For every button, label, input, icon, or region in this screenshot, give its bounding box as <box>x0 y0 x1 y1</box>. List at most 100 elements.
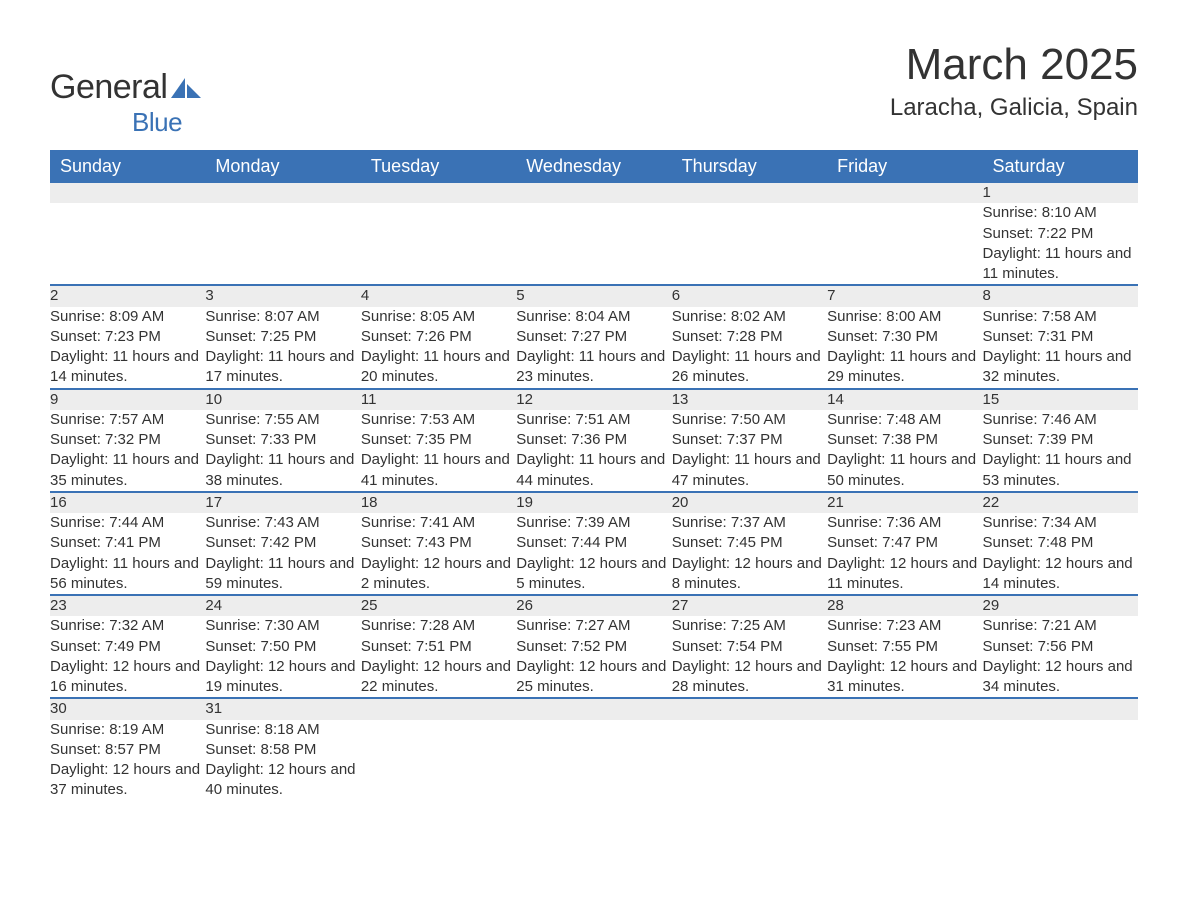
day-number-cell: 8 <box>983 285 1138 306</box>
sunrise-line: Sunrise: 7:41 AM <box>361 513 516 533</box>
daylight-line: Daylight: 12 hours and 2 minutes. <box>361 554 516 595</box>
sunset-line: Sunset: 7:45 PM <box>672 533 827 553</box>
sunset-line: Sunset: 7:42 PM <box>205 533 360 553</box>
day-detail-cell: Sunrise: 7:50 AMSunset: 7:37 PMDaylight:… <box>672 410 827 492</box>
daylight-line: Daylight: 12 hours and 40 minutes. <box>205 760 360 801</box>
day-number-cell: 28 <box>827 595 982 616</box>
brand-word-blue: Blue <box>132 107 201 138</box>
day-detail-cell: Sunrise: 8:18 AMSunset: 8:58 PMDaylight:… <box>205 720 360 801</box>
day-detail-cell <box>516 203 671 285</box>
day-number-cell: 5 <box>516 285 671 306</box>
day-number-cell <box>205 183 360 203</box>
daynum-row: 1 <box>50 183 1138 203</box>
brand-logo: General Blue <box>50 68 201 138</box>
sunrise-line: Sunrise: 8:19 AM <box>50 720 205 740</box>
day-detail-cell <box>672 203 827 285</box>
sunrise-line: Sunrise: 7:21 AM <box>983 616 1138 636</box>
day-detail-cell: Sunrise: 7:39 AMSunset: 7:44 PMDaylight:… <box>516 513 671 595</box>
day-number-cell: 15 <box>983 389 1138 410</box>
col-saturday: Saturday <box>983 150 1138 183</box>
daylight-line: Daylight: 11 hours and 38 minutes. <box>205 450 360 491</box>
day-number-cell: 19 <box>516 492 671 513</box>
day-detail-row: Sunrise: 7:32 AMSunset: 7:49 PM Daylight:… <box>50 616 1138 698</box>
sunrise-line: Sunrise: 7:39 AM <box>516 513 671 533</box>
day-detail-cell <box>827 203 982 285</box>
daylight-line: Daylight: 11 hours and 56 minutes. <box>50 554 205 595</box>
sunrise-line: Sunrise: 8:04 AM <box>516 307 671 327</box>
sunrise-line: Sunrise: 7:58 AM <box>983 307 1138 327</box>
day-number-cell: 30 <box>50 698 205 719</box>
sunset-line: Sunset: 8:58 PM <box>205 740 360 760</box>
daynum-row: 9101112131415 <box>50 389 1138 410</box>
daylight-line: Daylight: 12 hours and 14 minutes. <box>983 554 1138 595</box>
day-number-cell: 31 <box>205 698 360 719</box>
daylight-line: Daylight: 12 hours and 5 minutes. <box>516 554 671 595</box>
col-wednesday: Wednesday <box>516 150 671 183</box>
daynum-row: 16171819202122 <box>50 492 1138 513</box>
day-detail-cell: Sunrise: 7:28 AMSunset: 7:51 PMDaylight:… <box>361 616 516 698</box>
day-detail-cell: Sunrise: 8:19 AMSunset: 8:57 PMDaylight:… <box>50 720 205 801</box>
day-number-cell: 29 <box>983 595 1138 616</box>
col-monday: Monday <box>205 150 360 183</box>
sunrise-line: Sunrise: 8:02 AM <box>672 307 827 327</box>
header-right: March 2025 Laracha, Galicia, Spain <box>890 40 1138 122</box>
sunset-line: Sunset: 7:44 PM <box>516 533 671 553</box>
day-number-cell: 17 <box>205 492 360 513</box>
sunset-line: Sunset: 7:49 PM <box>50 637 205 657</box>
daylight-line: Daylight: 11 hours and 44 minutes. <box>516 450 671 491</box>
day-number-cell: 14 <box>827 389 982 410</box>
day-detail-cell: Sunrise: 7:51 AMSunset: 7:36 PMDaylight:… <box>516 410 671 492</box>
sunset-line: Sunset: 7:47 PM <box>827 533 982 553</box>
day-detail-row: Sunrise: 8:19 AMSunset: 8:57 PMDaylight:… <box>50 720 1138 801</box>
day-detail-cell: Sunrise: 7:34 AMSunset: 7:48 PMDaylight:… <box>983 513 1138 595</box>
day-detail-cell: Sunrise: 7:44 AMSunset: 7:41 PMDaylight:… <box>50 513 205 595</box>
day-number-cell <box>827 183 982 203</box>
sunrise-line: Sunrise: 7:27 AM <box>516 616 671 636</box>
daylight-line: Daylight: 12 hours and 11 minutes. <box>827 554 982 595</box>
day-number-cell <box>50 183 205 203</box>
sunset-line: Sunset: 7:28 PM <box>672 327 827 347</box>
day-detail-cell <box>361 203 516 285</box>
sunrise-line: Sunrise: 8:09 AM <box>50 307 205 327</box>
col-sunday: Sunday <box>50 150 205 183</box>
sunset-line: Sunset: 7:23 PM <box>50 327 205 347</box>
day-detail-cell <box>827 720 982 801</box>
sunrise-line: Sunrise: 7:51 AM <box>516 410 671 430</box>
daynum-row: 2345678 <box>50 285 1138 306</box>
sunrise-line: Sunrise: 7:44 AM <box>50 513 205 533</box>
daylight-line: Daylight: 11 hours and 26 minutes. <box>672 347 827 388</box>
sunset-line: Sunset: 7:52 PM <box>516 637 671 657</box>
day-number-cell: 26 <box>516 595 671 616</box>
day-number-cell: 23 <box>50 595 205 616</box>
day-detail-cell: Sunrise: 7:55 AMSunset: 7:33 PMDaylight:… <box>205 410 360 492</box>
day-detail-cell: Sunrise: 7:27 AMSunset: 7:52 PMDaylight:… <box>516 616 671 698</box>
sunrise-line: Sunrise: 8:07 AM <box>205 307 360 327</box>
daylight-line: Daylight: 11 hours and 53 minutes. <box>983 450 1138 491</box>
day-number-cell: 10 <box>205 389 360 410</box>
daylight-line: Daylight: 12 hours and 28 minutes. <box>672 657 827 698</box>
sunrise-line: Sunrise: 7:46 AM <box>983 410 1138 430</box>
sunrise-line: Sunrise: 7:32 AM <box>50 616 205 636</box>
day-number-cell: 7 <box>827 285 982 306</box>
sunrise-line: Sunrise: 7:34 AM <box>983 513 1138 533</box>
sunset-line: Sunset: 7:43 PM <box>361 533 516 553</box>
day-number-cell <box>516 183 671 203</box>
sunset-line: Sunset: 7:32 PM <box>50 430 205 450</box>
day-detail-row: Sunrise: 8:09 AMSunset: 7:23 PM Daylight:… <box>50 307 1138 389</box>
daylight-line: Daylight: 11 hours and 20 minutes. <box>361 347 516 388</box>
day-number-cell: 24 <box>205 595 360 616</box>
day-detail-cell: Sunrise: 7:25 AMSunset: 7:54 PMDaylight:… <box>672 616 827 698</box>
daylight-line: Daylight: 11 hours and 47 minutes. <box>672 450 827 491</box>
day-detail-cell: Sunrise: 7:46 AMSunset: 7:39 PMDaylight:… <box>983 410 1138 492</box>
header-area: General Blue March 2025 Laracha, Galicia… <box>50 40 1138 138</box>
daylight-line: Daylight: 11 hours and 50 minutes. <box>827 450 982 491</box>
sunset-line: Sunset: 7:39 PM <box>983 430 1138 450</box>
day-detail-cell: Sunrise: 7:37 AMSunset: 7:45 PMDaylight:… <box>672 513 827 595</box>
sunrise-line: Sunrise: 7:36 AM <box>827 513 982 533</box>
daylight-line: Daylight: 11 hours and 41 minutes. <box>361 450 516 491</box>
daylight-line: Daylight: 12 hours and 22 minutes. <box>361 657 516 698</box>
daylight-line: Daylight: 12 hours and 34 minutes. <box>983 657 1138 698</box>
daylight-line: Daylight: 11 hours and 32 minutes. <box>983 347 1138 388</box>
sunset-line: Sunset: 7:33 PM <box>205 430 360 450</box>
day-detail-cell: Sunrise: 7:43 AMSunset: 7:42 PMDaylight:… <box>205 513 360 595</box>
